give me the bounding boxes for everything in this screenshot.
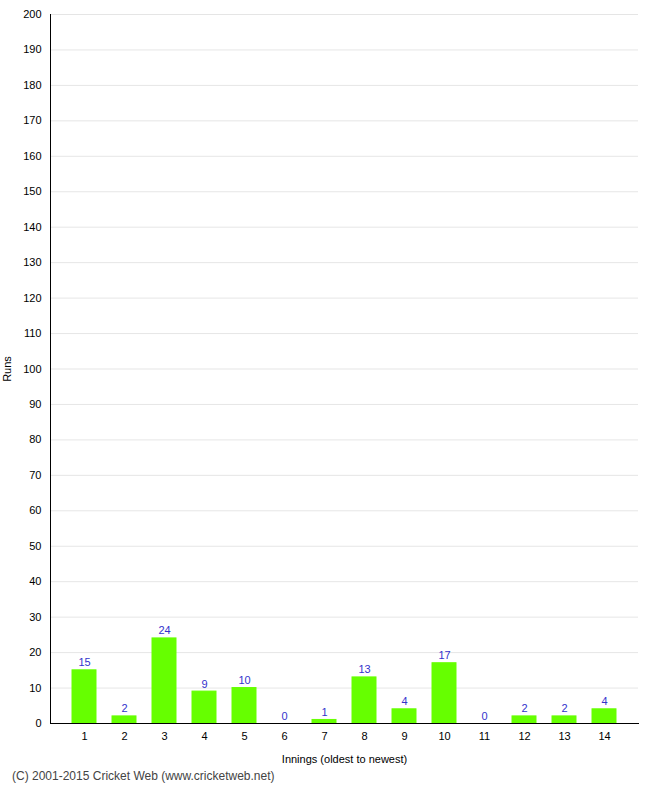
svg-text:110: 110	[24, 327, 42, 339]
svg-text:80: 80	[29, 433, 41, 445]
svg-text:140: 140	[23, 221, 41, 233]
svg-text:200: 200	[23, 8, 41, 20]
svg-text:11: 11	[479, 730, 490, 742]
svg-text:10: 10	[238, 674, 250, 686]
svg-text:14: 14	[598, 730, 610, 742]
svg-text:6: 6	[281, 730, 287, 742]
svg-text:30: 30	[29, 611, 41, 623]
svg-text:5: 5	[241, 730, 247, 742]
svg-text:160: 160	[23, 150, 41, 162]
svg-text:50: 50	[29, 540, 41, 552]
svg-text:2: 2	[121, 730, 127, 742]
svg-text:70: 70	[29, 469, 41, 481]
svg-text:2: 2	[561, 702, 567, 714]
svg-text:24: 24	[158, 624, 170, 636]
svg-text:9: 9	[401, 730, 407, 742]
svg-text:10: 10	[438, 730, 450, 742]
svg-text:15: 15	[78, 656, 90, 668]
svg-text:9: 9	[201, 678, 207, 690]
svg-text:40: 40	[29, 575, 41, 587]
html-text:(C) 2001-2015 Cricket Web (www: (C) 2001-2015 Cricket Web (www.cricketwe…	[12, 769, 275, 783]
svg-text:0: 0	[35, 717, 41, 729]
svg-text:1: 1	[81, 730, 87, 742]
svg-text:2: 2	[121, 702, 127, 714]
svg-text:170: 170	[23, 114, 41, 126]
svg-text:13: 13	[558, 730, 570, 742]
svg-text:4: 4	[401, 695, 407, 707]
svg-text:0: 0	[281, 710, 287, 722]
svg-text:2: 2	[521, 702, 527, 714]
svg-text:60: 60	[29, 504, 41, 516]
svg-text:Runs: Runs	[1, 356, 13, 382]
svg-text:Innings (oldest to newest): Innings (oldest to newest)	[282, 753, 407, 765]
svg-text:20: 20	[29, 646, 41, 658]
svg-text:150: 150	[23, 185, 41, 197]
svg-text:190: 190	[23, 43, 41, 55]
svg-text:12: 12	[518, 730, 530, 742]
svg-text:4: 4	[201, 730, 207, 742]
svg-text:100: 100	[23, 363, 41, 375]
svg-text:7: 7	[321, 730, 327, 742]
svg-text:120: 120	[23, 292, 41, 304]
svg-text:3: 3	[161, 730, 167, 742]
svg-text:13: 13	[358, 663, 370, 675]
svg-text:130: 130	[23, 256, 41, 268]
svg-text:8: 8	[361, 730, 367, 742]
svg-text:17: 17	[438, 649, 450, 661]
svg-text:180: 180	[23, 79, 41, 91]
svg-text:4: 4	[601, 695, 607, 707]
svg-text:1: 1	[321, 706, 327, 718]
svg-text:90: 90	[29, 398, 41, 410]
svg-text:0: 0	[481, 710, 487, 722]
svg-text:10: 10	[29, 682, 41, 694]
